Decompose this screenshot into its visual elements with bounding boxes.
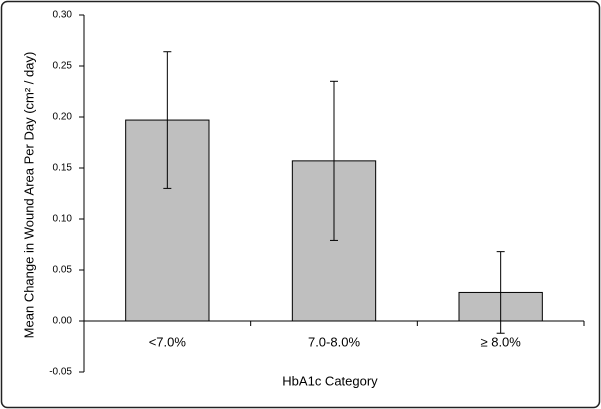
y-tick-label: 0.00	[53, 316, 73, 327]
x-tick-label: ≥ 8.0%	[480, 334, 521, 349]
y-tick-label: 0.10	[53, 214, 73, 225]
y-tick-label: 0.20	[53, 112, 73, 123]
y-tick-label: 0.05	[53, 265, 73, 276]
x-tick-label: <7.0%	[149, 334, 187, 349]
y-tick-label: 0.25	[53, 61, 73, 72]
y-tick-label: -0.05	[49, 367, 72, 378]
y-axis-label: Mean Change in Wound Area Per Day (cm² /…	[21, 52, 36, 339]
x-tick-label: 7.0-8.0%	[308, 334, 360, 349]
x-axis-label: HbA1c Category	[282, 373, 378, 388]
y-tick-label: 0.15	[53, 163, 73, 174]
y-tick-label: 0.30	[53, 10, 73, 21]
